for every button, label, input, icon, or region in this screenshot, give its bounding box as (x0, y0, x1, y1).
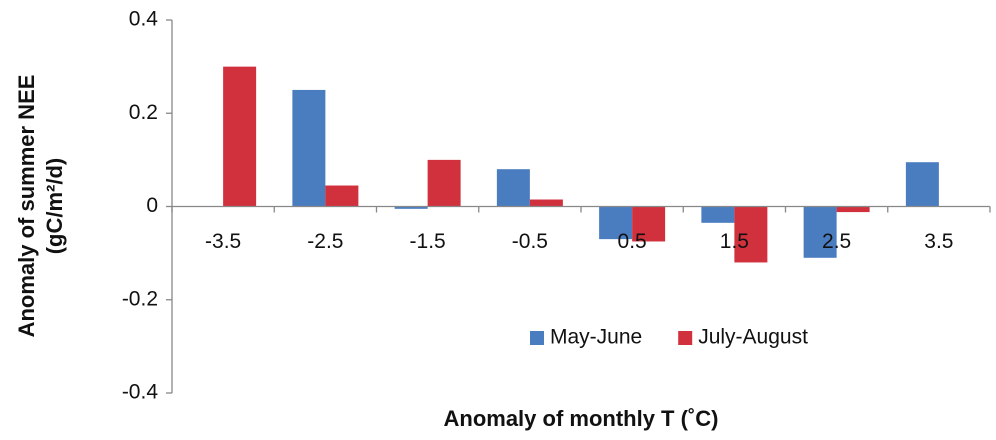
y-tick-label: 0 (146, 194, 158, 217)
x-axis-label: Anomaly of monthly T (˚C) (444, 406, 719, 431)
bar (427, 159, 461, 207)
y-axis-label: (gC/m²/d) (42, 158, 67, 255)
bar (632, 206, 666, 242)
bar (223, 66, 257, 207)
legend-swatch (530, 331, 544, 345)
x-tick-label: 2.5 (822, 230, 851, 253)
x-tick-label: -3.5 (205, 230, 241, 253)
x-tick-label: -0.5 (512, 230, 548, 253)
y-tick-label: 0.2 (129, 101, 158, 124)
bar (325, 185, 359, 207)
y-tick-label: -0.4 (122, 381, 159, 404)
y-axis-label: Anomaly of summer NEE (14, 75, 39, 338)
legend-label: May-June (550, 326, 642, 349)
bar (734, 206, 768, 263)
y-tick-label: -0.2 (122, 287, 158, 310)
bar (701, 206, 735, 223)
legend-label: July-August (698, 326, 808, 349)
x-tick-label: 1.5 (720, 230, 749, 253)
bar (496, 169, 530, 207)
bar (394, 206, 428, 209)
bar (529, 199, 563, 207)
x-tick-label: -2.5 (307, 230, 343, 253)
y-tick-label: 0.4 (129, 8, 159, 31)
x-tick-label: 0.5 (618, 230, 647, 253)
bar (905, 162, 939, 207)
bar (836, 206, 870, 213)
legend-swatch (678, 331, 693, 345)
x-tick-label: 3.5 (924, 230, 953, 253)
bar (599, 206, 633, 240)
bar (803, 206, 837, 258)
bar (292, 89, 326, 207)
x-tick-label: -1.5 (410, 230, 446, 253)
